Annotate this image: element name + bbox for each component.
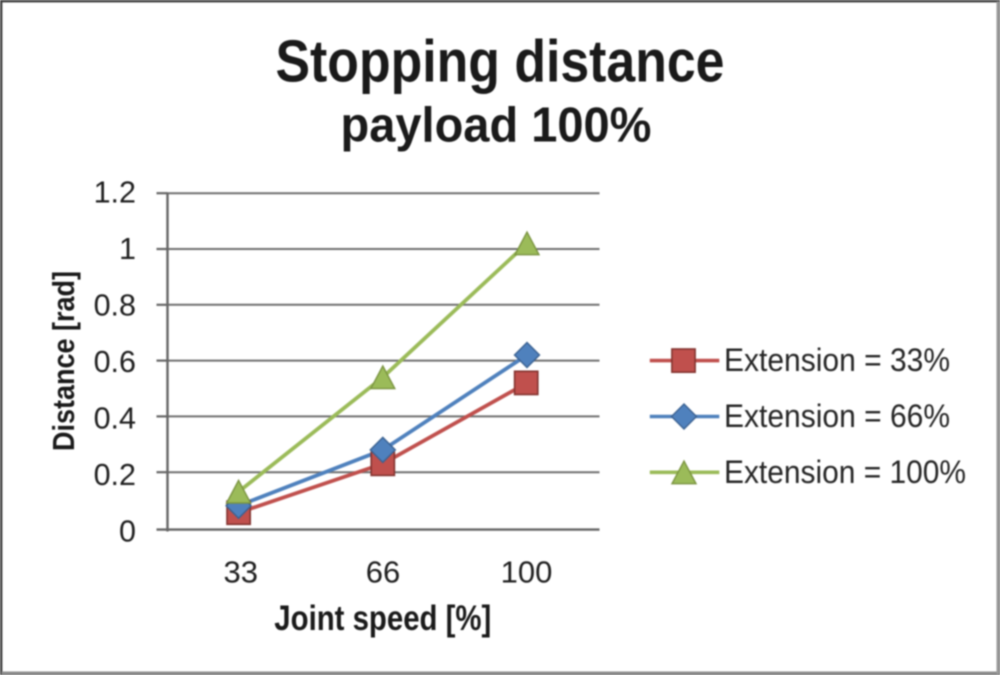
svg-text:1: 1 — [119, 232, 136, 266]
svg-text:66: 66 — [366, 555, 400, 590]
svg-text:Joint speed [%]: Joint speed [%] — [274, 599, 491, 638]
svg-text:0: 0 — [119, 514, 136, 548]
svg-text:100: 100 — [501, 555, 553, 590]
svg-text:Extension = 66%: Extension = 66% — [724, 398, 950, 434]
svg-text:0.2: 0.2 — [94, 458, 136, 492]
svg-text:Stopping distance: Stopping distance — [276, 29, 725, 95]
svg-text:33: 33 — [224, 555, 258, 590]
svg-text:Extension = 100%: Extension = 100% — [724, 454, 966, 490]
svg-text:0.4: 0.4 — [94, 401, 136, 435]
svg-text:1.2: 1.2 — [94, 175, 136, 209]
svg-text:payload 100%: payload 100% — [341, 99, 652, 153]
svg-text:Extension = 33%: Extension = 33% — [724, 342, 950, 378]
svg-text:0.8: 0.8 — [94, 288, 136, 322]
svg-text:Distance [rad]: Distance [rad] — [46, 271, 81, 451]
svg-text:0.6: 0.6 — [94, 345, 136, 379]
